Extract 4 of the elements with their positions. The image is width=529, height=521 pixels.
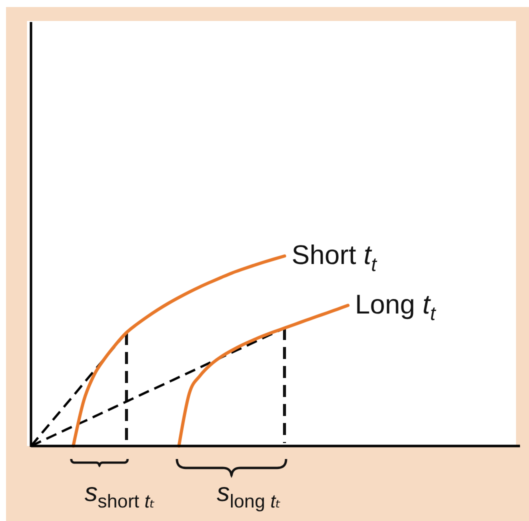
series-label: Short t$_{t}$	[292, 240, 378, 276]
series-label: Long t$_{t}$	[354, 289, 438, 326]
text: s$_{short}$ tₜ	[84, 477, 156, 512]
text: s$_{long}$ tₜ	[216, 477, 282, 512]
